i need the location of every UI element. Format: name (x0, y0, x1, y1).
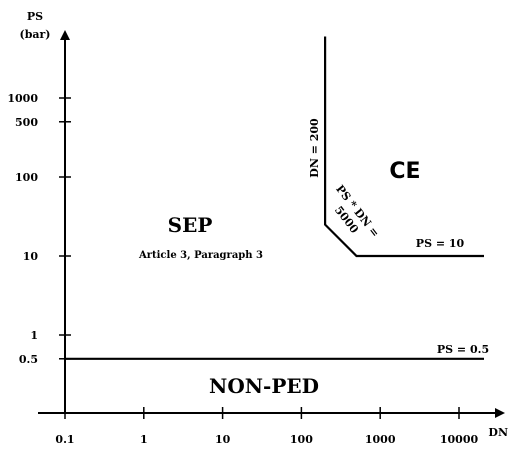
series-lines (65, 36, 484, 360)
x-tick-label: 1 (140, 433, 148, 446)
sep-region-sublabel: Article 3, Paragraph 3 (138, 250, 263, 261)
x-ticks: 0.1 1 10 100 1000 10000 (55, 407, 478, 446)
x-tick-label: 10 (215, 433, 231, 446)
x-axis-title: DN (488, 426, 508, 439)
y-tick-label: 100 (15, 171, 38, 184)
dn-200-label: DN = 200 (308, 118, 321, 178)
ps-dn-label: PS * DN = 5000 (332, 183, 382, 240)
y-tick-label: 1 (30, 329, 38, 342)
x-tick-label: 100 (290, 433, 313, 446)
x-tick-label: 10000 (440, 433, 479, 446)
y-tick-label: 10 (23, 250, 39, 263)
y-tick-label: 500 (15, 116, 38, 129)
y-axis-title: PS (27, 10, 43, 23)
ps-ten-label: PS = 10 (416, 237, 465, 250)
y-axis-unit: (bar) (19, 28, 50, 41)
y-tick-label: 0.5 (19, 353, 38, 366)
sep-region-label: SEP (168, 213, 213, 237)
x-tick-label: 0.1 (55, 433, 74, 446)
ce-mark: CE (389, 159, 420, 184)
y-ticks: 0.5 1 10 100 500 1000 (7, 92, 71, 366)
non-ped-region-label: NON-PED (209, 374, 319, 398)
ps-half-label: PS = 0.5 (437, 343, 489, 356)
x-tick-label: 1000 (365, 433, 396, 446)
series-line-ce-boundary (324, 36, 484, 258)
y-tick-label: 1000 (7, 92, 38, 105)
